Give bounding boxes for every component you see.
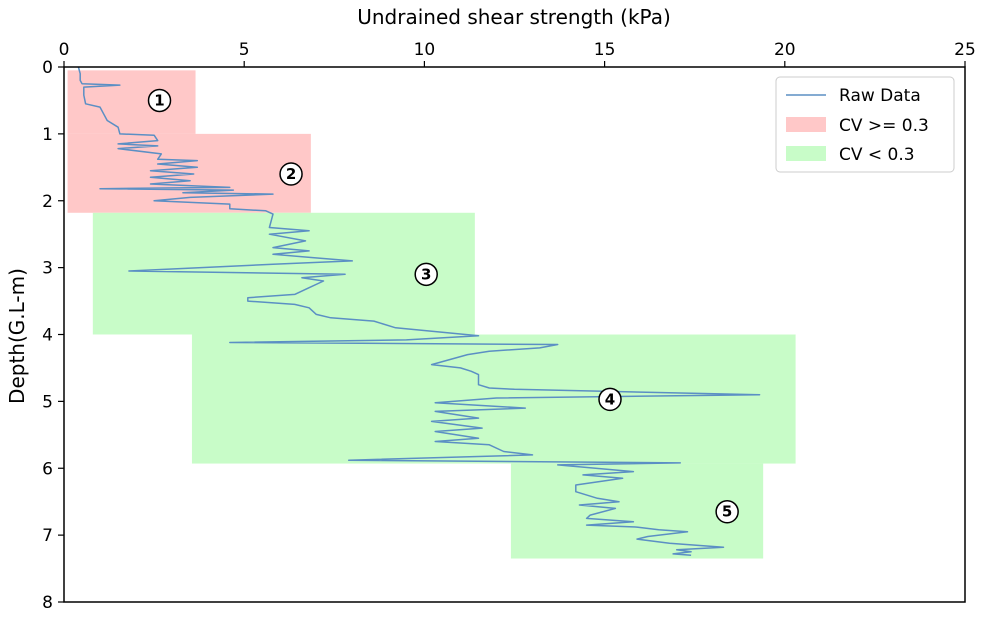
zone-5-label: 5 bbox=[722, 503, 732, 521]
x-axis-title: Undrained shear strength (kPa) bbox=[357, 5, 671, 29]
y-tick-label: 7 bbox=[42, 526, 53, 546]
zone-4-band bbox=[191, 334, 796, 464]
zone-1-label: 1 bbox=[154, 91, 164, 109]
zone-1-marker bbox=[147, 88, 172, 113]
y-tick-label: 2 bbox=[42, 192, 53, 212]
x-tick-label: 0 bbox=[59, 40, 70, 60]
x-tick-label: 20 bbox=[774, 40, 796, 60]
zone-1-band bbox=[67, 70, 196, 134]
zone-4-marker bbox=[598, 387, 622, 412]
legend-raw-data-label: Raw Data bbox=[839, 86, 921, 106]
y-tick-label: 0 bbox=[42, 58, 53, 78]
legend: Raw Data CV >= 0.3 CV < 0.3 bbox=[775, 76, 955, 173]
legend-cv-high-label: CV >= 0.3 bbox=[839, 116, 929, 136]
legend-cv-low-swatch bbox=[786, 146, 826, 161]
zone-labels: 1 2 3 4 5 bbox=[147, 88, 739, 524]
x-tick-label: 10 bbox=[414, 40, 436, 60]
y-tick-label: 6 bbox=[42, 459, 53, 479]
legend-cv-high-swatch bbox=[786, 117, 826, 132]
y-tick-label: 4 bbox=[42, 326, 53, 346]
y-tick-label: 8 bbox=[42, 593, 53, 613]
x-tick-label: 25 bbox=[954, 40, 976, 60]
x-tick-label: 5 bbox=[239, 40, 250, 60]
y-axis-title: Depth(G.L-m) bbox=[5, 268, 29, 404]
raw-data-series bbox=[77, 66, 761, 556]
zone-5-marker bbox=[715, 499, 739, 524]
legend-cv-low-label: CV < 0.3 bbox=[839, 145, 915, 165]
zone-3-label: 3 bbox=[421, 265, 431, 283]
zone-2-marker bbox=[279, 162, 303, 186]
y-tick-label: 1 bbox=[42, 125, 53, 145]
zone-4-label: 4 bbox=[605, 390, 615, 408]
y-axis-ticks: 0 1 2 3 4 5 6 7 8 bbox=[42, 58, 64, 613]
x-axis-ticks: 0 5 10 15 20 25 bbox=[59, 40, 976, 67]
raw-data-line bbox=[77, 66, 761, 556]
zone-2-label: 2 bbox=[286, 165, 296, 183]
x-tick-label: 15 bbox=[594, 40, 616, 60]
zone-3-marker bbox=[414, 262, 438, 287]
y-tick-label: 3 bbox=[42, 259, 53, 279]
y-tick-label: 5 bbox=[42, 392, 53, 412]
cv-zones bbox=[67, 70, 796, 559]
